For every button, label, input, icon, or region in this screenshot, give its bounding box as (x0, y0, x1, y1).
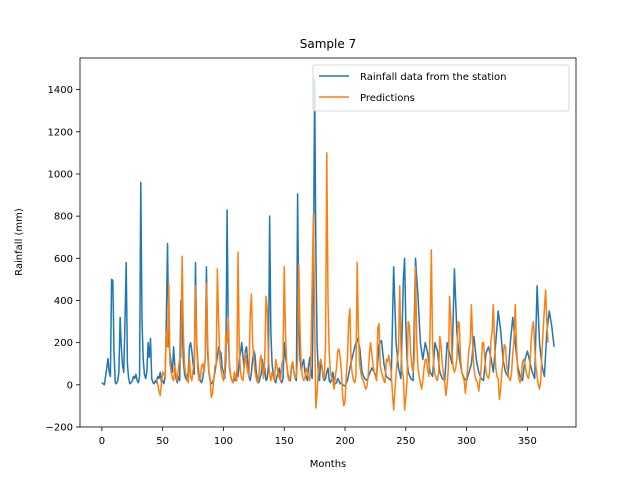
predictions-series-line (155, 152, 549, 411)
x-tick-label: 100 (214, 436, 233, 447)
x-tick-label: 350 (518, 436, 537, 447)
y-tick-label: 600 (54, 254, 73, 265)
y-tick-label: 1200 (48, 127, 73, 138)
y-tick-label: −200 (46, 423, 73, 434)
x-axis-ticks: 0 50 100 150 200 250 300 350 (99, 427, 537, 447)
y-tick-label: 0 (67, 380, 73, 391)
chart-title: Sample 7 (300, 37, 356, 51)
y-tick-label: 800 (54, 212, 73, 223)
y-axis-ticks: −200 0 200 400 600 800 1000 1200 1400 (46, 85, 80, 434)
y-axis-label: Rainfall (mm) (14, 208, 25, 276)
legend: Rainfall data from the station Predictio… (312, 64, 570, 112)
y-tick-label: 200 (54, 338, 73, 349)
legend-box (312, 64, 570, 112)
x-tick-label: 300 (457, 436, 476, 447)
plot-frame (79, 57, 577, 428)
x-tick-label: 0 (99, 436, 105, 447)
y-tick-label: 1400 (48, 85, 73, 96)
x-tick-label: 250 (396, 436, 415, 447)
legend-station-label: Rainfall data from the station (360, 72, 507, 83)
y-tick-label: 400 (54, 296, 73, 307)
series-layer (101, 78, 555, 411)
x-axis-label: Months (310, 459, 347, 470)
legend-predictions-label: Predictions (360, 93, 415, 104)
plot-area (79, 57, 577, 428)
x-tick-label: 50 (156, 436, 169, 447)
x-tick-label: 200 (335, 436, 354, 447)
y-tick-label: 1000 (48, 169, 73, 180)
x-tick-label: 150 (275, 436, 294, 447)
